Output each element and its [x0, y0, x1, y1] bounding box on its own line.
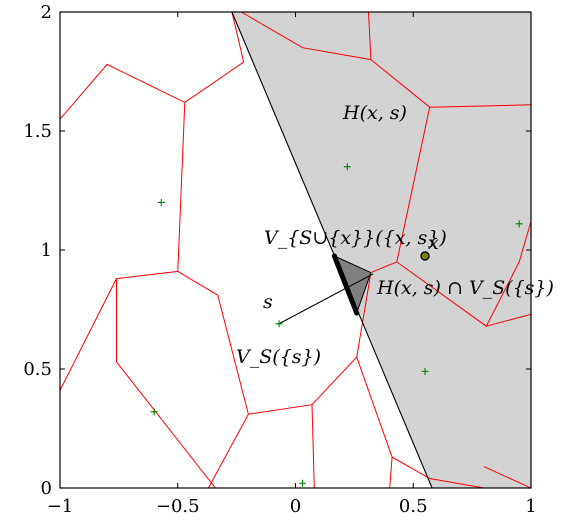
site-marker — [299, 479, 307, 487]
site-marker — [421, 367, 429, 375]
y-tick-label: 2 — [41, 2, 52, 23]
label-H-cap: H(x, s) ∩ V_S({s}) — [376, 277, 554, 299]
x-tick-label: 0 — [290, 496, 301, 517]
y-tick-label: 0.5 — [23, 359, 52, 380]
y-tick-label: 1.5 — [23, 121, 52, 142]
label-VS: V_S({s}) — [236, 346, 321, 368]
label-H: H(x, s) — [342, 102, 407, 124]
halfplane-boundary — [231, 12, 433, 488]
thick-segment — [331, 253, 360, 316]
y-tick-label: 1 — [41, 240, 52, 261]
voronoi-edges — [60, 12, 531, 488]
voronoi-edge — [241, 12, 431, 108]
site-marker — [150, 408, 158, 416]
site-markers — [150, 163, 523, 487]
pointer-line — [278, 273, 374, 325]
x-tick-label: −1 — [47, 496, 74, 517]
voronoi-edge — [207, 413, 249, 488]
site-marker — [275, 320, 283, 328]
voronoi-edge — [356, 356, 484, 488]
y-tick-label: 0 — [41, 478, 52, 499]
point-x — [420, 251, 430, 261]
site-marker — [515, 220, 523, 228]
x-tick-label: −0.5 — [156, 496, 200, 517]
label-V-union: V_{S∪{x}}({x, s}) — [264, 227, 447, 249]
x-tick-label: 1 — [525, 496, 536, 517]
voronoi-edge — [116, 278, 216, 488]
voronoi-edge — [311, 404, 315, 488]
voronoi-edge — [389, 457, 393, 488]
x-tick-label: 0.5 — [399, 496, 428, 517]
voronoi-edge — [60, 102, 186, 391]
label-s: s — [263, 291, 273, 313]
site-marker — [343, 163, 351, 171]
axis-ticks: −1 −0.5 0 0.5 1 0 0.5 1 1.5 2 — [23, 2, 536, 517]
site-marker — [157, 198, 165, 206]
halfplane-region — [231, 12, 531, 488]
voronoi-edge — [60, 12, 245, 120]
label-x: x — [428, 232, 439, 254]
voronoi-edge — [486, 313, 531, 327]
voronoi-edge — [483, 466, 531, 488]
voronoi-edge — [368, 12, 372, 60]
voronoi-edge — [177, 270, 372, 415]
